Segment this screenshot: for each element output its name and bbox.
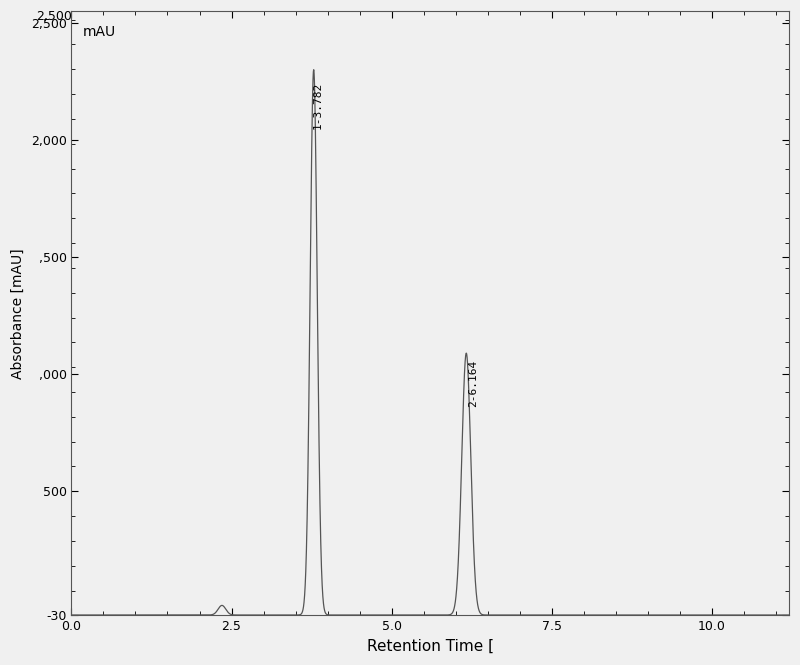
Text: 1-3.782: 1-3.782 bbox=[313, 81, 323, 128]
X-axis label: Retention Time [: Retention Time [ bbox=[366, 639, 494, 654]
Y-axis label: Absorbance [mAU]: Absorbance [mAU] bbox=[11, 248, 25, 378]
Text: 2,500: 2,500 bbox=[36, 10, 72, 23]
Text: 2-6.164: 2-6.164 bbox=[468, 360, 478, 408]
Text: mAU: mAU bbox=[83, 25, 116, 39]
